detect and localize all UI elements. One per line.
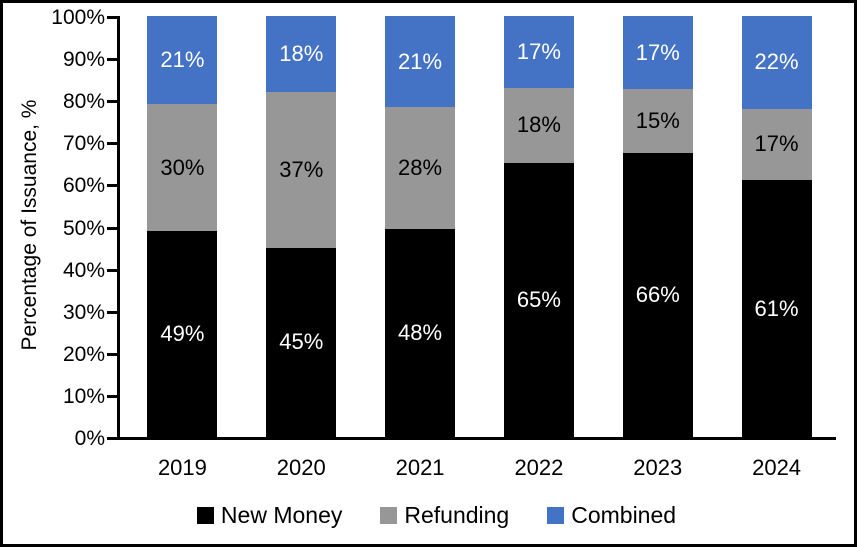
bar-segment-new-money: 65% (503, 163, 574, 437)
bar-segment-combined: 17% (622, 16, 693, 90)
bar-segment-value: 18% (516, 112, 561, 138)
y-tick-mark (107, 58, 117, 61)
y-tick-mark (107, 100, 117, 103)
legend-swatch-icon (380, 506, 398, 524)
y-tick-label: 80% (62, 90, 105, 113)
legend-swatch-icon (196, 506, 214, 524)
bar-segment-value: 17% (754, 131, 799, 157)
x-tick-label-2024: 2024 (752, 455, 802, 480)
bar-segment-value: 17% (516, 38, 561, 64)
bar-segment-value: 28% (398, 154, 443, 180)
bar-segment-combined: 21% (147, 16, 218, 105)
bar-segment-value: 15% (635, 108, 680, 134)
bar-segment-value: 22% (754, 49, 799, 75)
bar-segment-combined: 22% (741, 16, 812, 109)
y-tick-label: 50% (62, 217, 105, 240)
bar-segment-refunding: 17% (741, 108, 812, 181)
bar-2021: 48% 28% 21% (385, 16, 456, 437)
legend-item-combined: Combined (547, 501, 676, 529)
legend-swatch-icon (547, 506, 565, 524)
legend-item-refunding: Refunding (380, 501, 509, 529)
bar-segment-value: 37% (279, 156, 324, 182)
x-tick-label-2019: 2019 (157, 455, 207, 480)
y-tick-mark (107, 16, 117, 19)
legend-item-new-money: New Money (196, 501, 343, 529)
bar-segment-value: 45% (279, 329, 324, 355)
y-tick-label: 90% (62, 48, 105, 71)
bar-segment-value: 66% (635, 282, 680, 308)
legend: New Money Refunding Combined (3, 501, 854, 529)
bar-segment-refunding: 18% (503, 87, 574, 164)
bar-segment-combined: 17% (503, 16, 574, 88)
bar-segment-value: 17% (635, 39, 680, 65)
bar-segment-refunding: 37% (266, 91, 337, 248)
y-tick-mark (107, 269, 117, 272)
plot-area: 49% 30% 21% 45% 37% 18% 48% 28% 21% 65% 18% 17% 66% 1… (120, 16, 833, 437)
y-tick-mark (107, 227, 117, 230)
y-tick-mark (107, 311, 117, 314)
y-tick-mark (107, 395, 117, 398)
bar-segment-combined: 21% (385, 16, 456, 108)
y-tick-label: 30% (62, 301, 105, 324)
y-tick-mark (107, 142, 117, 145)
y-tick-label: 20% (62, 343, 105, 366)
y-tick-label: 10% (62, 385, 105, 408)
bar-2024: 61% 17% 22% (741, 16, 812, 437)
bar-segment-new-money: 48% (385, 228, 456, 437)
y-tick-label: 100% (51, 6, 105, 29)
x-axis-line (117, 437, 836, 440)
bar-2020: 45% 37% 18% (266, 16, 337, 437)
bar-segment-refunding: 30% (147, 104, 218, 231)
y-tick-label: 40% (62, 259, 105, 282)
bar-2023: 66% 15% 17% (622, 16, 693, 437)
x-tick-label-2020: 2020 (276, 455, 326, 480)
y-tick-mark (107, 184, 117, 187)
bar-2022: 65% 18% 17% (503, 16, 574, 437)
bar-segment-combined: 18% (266, 16, 337, 92)
legend-label: New Money (220, 502, 343, 528)
y-tick-label: 70% (62, 132, 105, 155)
y-tick-label: 0% (74, 427, 105, 450)
bar-segment-refunding: 15% (622, 89, 693, 154)
bar-segment-new-money: 49% (147, 230, 218, 437)
bar-segment-refunding: 28% (385, 107, 456, 229)
bar-segment-value: 18% (279, 40, 324, 66)
bar-segment-value: 48% (398, 319, 443, 345)
x-tick-label-2022: 2022 (514, 455, 564, 480)
bar-segment-new-money: 66% (622, 153, 693, 437)
legend-label: Combined (571, 502, 677, 528)
x-tick-label-2023: 2023 (633, 455, 683, 480)
bar-segment-new-money: 61% (741, 180, 812, 437)
y-tick-label: 60% (62, 174, 105, 197)
bar-segment-value: 49% (160, 320, 205, 346)
bar-2019: 49% 30% 21% (147, 16, 218, 437)
y-tick-mark (107, 437, 117, 440)
legend-label: Refunding (404, 502, 510, 528)
y-axis-line (117, 16, 120, 440)
bar-segment-value: 61% (754, 295, 799, 321)
bar-segment-value: 65% (516, 287, 561, 313)
y-tick-mark (107, 353, 117, 356)
bar-segment-value: 21% (398, 48, 443, 74)
x-tick-label-2021: 2021 (395, 455, 445, 480)
bar-segment-value: 30% (160, 154, 205, 180)
bar-segment-value: 21% (160, 47, 205, 73)
bar-segment-new-money: 45% (266, 247, 337, 437)
